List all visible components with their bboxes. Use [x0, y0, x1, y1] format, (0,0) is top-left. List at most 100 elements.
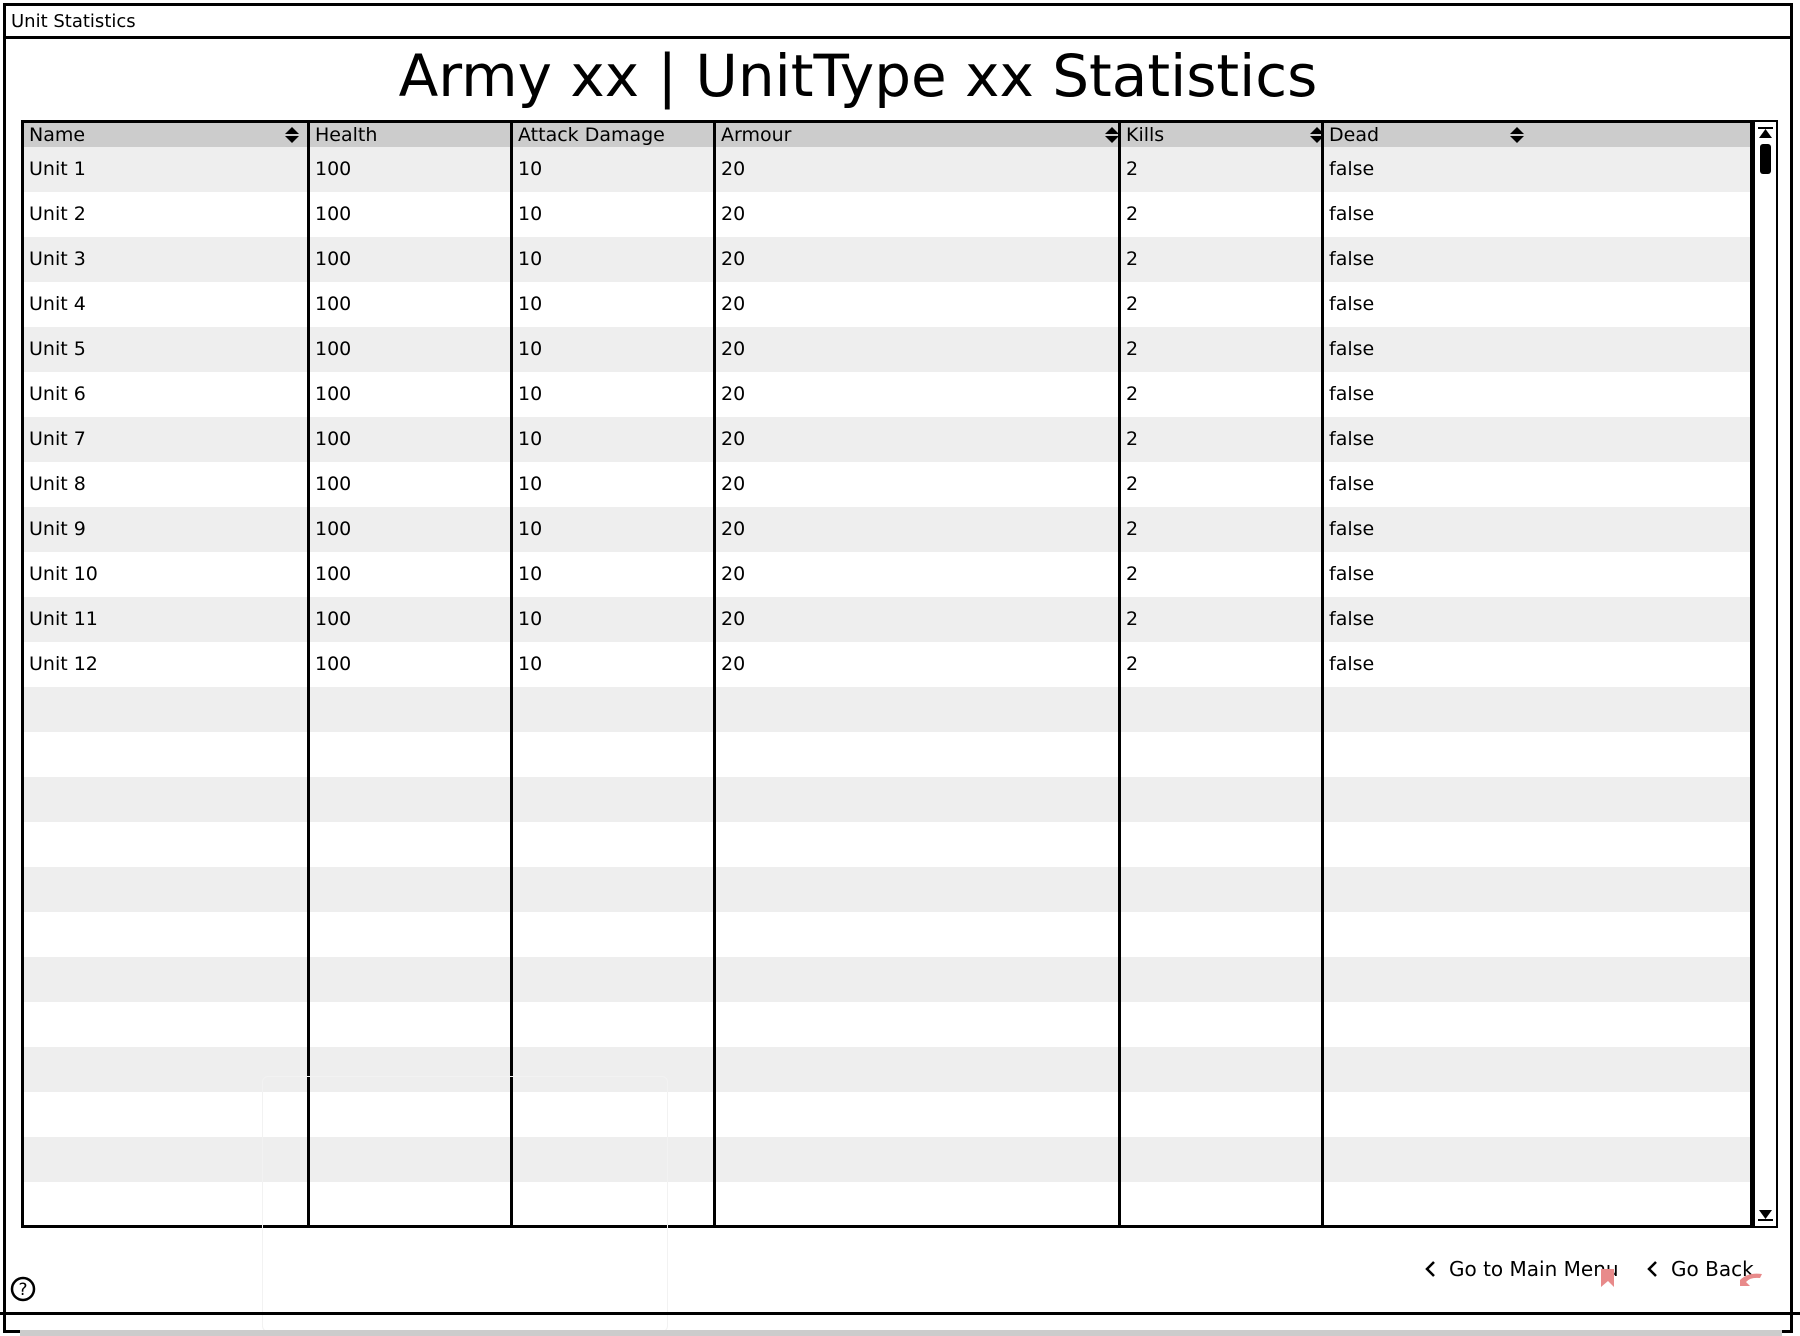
sort-updown-icon[interactable]	[1309, 126, 1325, 144]
cell-dead: false	[1329, 338, 1375, 360]
column-header-attack-damage: Attack Damage	[513, 123, 716, 147]
cell-health: 100	[315, 473, 352, 495]
cell-name: Unit 2	[29, 203, 86, 225]
cell-health: 100	[315, 608, 352, 630]
column-header-dead[interactable]: Dead	[1324, 123, 1750, 147]
empty-table-row	[24, 957, 1750, 1002]
cell-health: 100	[315, 248, 352, 270]
cell-dead: false	[1329, 563, 1375, 585]
cell-attack-damage: 10	[518, 563, 543, 585]
unit-stats-table: Name Health Attack Damage Armour Kills Dead U…	[21, 120, 1753, 1228]
cell-name: Unit 3	[29, 248, 86, 270]
cell-name: Unit 10	[29, 563, 98, 585]
cell-kills: 2	[1126, 338, 1139, 360]
cell-armour: 20	[721, 473, 746, 495]
table-row[interactable]: Unit 10 100 10 20 2 false	[24, 552, 1750, 597]
cell-kills: 2	[1126, 383, 1139, 405]
table-row[interactable]: Unit 1 100 10 20 2 false	[24, 147, 1750, 192]
table-row[interactable]: Unit 8 100 10 20 2 false	[24, 462, 1750, 507]
column-divider	[1118, 123, 1121, 1225]
column-header-armour[interactable]: Armour	[716, 123, 1121, 147]
chevron-left-icon	[1425, 1261, 1435, 1277]
cell-name: Unit 8	[29, 473, 86, 495]
cell-health: 100	[315, 563, 352, 585]
cell-name: Unit 9	[29, 518, 86, 540]
cell-dead: false	[1329, 383, 1375, 405]
table-row[interactable]: Unit 3 100 10 20 2 false	[24, 237, 1750, 282]
cell-kills: 2	[1126, 653, 1139, 675]
cell-armour: 20	[721, 383, 746, 405]
title-bar: Unit Statistics	[6, 6, 1790, 39]
cell-health: 100	[315, 293, 352, 315]
cell-armour: 20	[721, 293, 746, 315]
cell-armour: 20	[721, 248, 746, 270]
back-arrow-icon	[1740, 1273, 1762, 1286]
go-to-main-menu-button[interactable]: Go to Main Menu	[1423, 1254, 1619, 1284]
page-title: Army xx | UnitType xx Statistics	[398, 42, 1318, 110]
ghost-panel	[262, 1076, 668, 1332]
column-divider	[307, 123, 310, 1225]
cell-kills: 2	[1126, 473, 1139, 495]
table-row[interactable]: Unit 4 100 10 20 2 false	[24, 282, 1750, 327]
cell-armour: 20	[721, 653, 746, 675]
cell-armour: 20	[721, 428, 746, 450]
scroll-down-icon[interactable]	[1758, 1208, 1773, 1222]
cell-kills: 2	[1126, 158, 1139, 180]
column-header-kills[interactable]: Kills	[1121, 123, 1324, 147]
table-row[interactable]: Unit 11 100 10 20 2 false	[24, 597, 1750, 642]
cell-attack-damage: 10	[518, 293, 543, 315]
cell-armour: 20	[721, 158, 746, 180]
table-row[interactable]: Unit 2 100 10 20 2 false	[24, 192, 1750, 237]
cell-kills: 2	[1126, 428, 1139, 450]
cell-dead: false	[1329, 248, 1375, 270]
cell-dead: false	[1329, 473, 1375, 495]
cell-dead: false	[1329, 428, 1375, 450]
column-header-name[interactable]: Name	[24, 123, 310, 147]
table-row[interactable]: Unit 5 100 10 20 2 false	[24, 327, 1750, 372]
app-window: Unit Statistics	[3, 3, 1793, 1333]
window-title: Unit Statistics	[11, 11, 136, 32]
cell-health: 100	[315, 428, 352, 450]
vertical-scrollbar[interactable]	[1753, 120, 1778, 1228]
sort-updown-icon[interactable]	[1104, 126, 1120, 144]
column-header-label: Armour	[721, 124, 792, 146]
scroll-up-icon[interactable]	[1758, 126, 1773, 140]
sort-updown-icon[interactable]	[284, 126, 300, 144]
table-row[interactable]: Unit 9 100 10 20 2 false	[24, 507, 1750, 552]
go-back-button[interactable]: Go Back	[1645, 1254, 1754, 1284]
cell-dead: false	[1329, 293, 1375, 315]
cell-name: Unit 4	[29, 293, 86, 315]
cell-kills: 2	[1126, 293, 1139, 315]
cell-dead: false	[1329, 653, 1375, 675]
column-header-label: Name	[29, 124, 86, 146]
table-row[interactable]: Unit 12 100 10 20 2 false	[24, 642, 1750, 687]
column-header-label: Kills	[1126, 124, 1165, 146]
cell-name: Unit 5	[29, 338, 86, 360]
column-divider	[713, 123, 716, 1225]
cell-kills: 2	[1126, 518, 1139, 540]
cell-health: 100	[315, 653, 352, 675]
table-header: Name Health Attack Damage Armour Kills Dead	[24, 123, 1750, 147]
cell-health: 100	[315, 203, 352, 225]
scroll-thumb[interactable]	[1760, 144, 1771, 174]
cell-name: Unit 11	[29, 608, 98, 630]
column-header-label: Attack Damage	[518, 124, 665, 146]
cell-attack-damage: 10	[518, 203, 543, 225]
cell-attack-damage: 10	[518, 158, 543, 180]
empty-table-row	[24, 867, 1750, 912]
column-divider	[510, 123, 513, 1225]
cell-attack-damage: 10	[518, 383, 543, 405]
cell-armour: 20	[721, 563, 746, 585]
cell-kills: 2	[1126, 563, 1139, 585]
table-row[interactable]: Unit 6 100 10 20 2 false	[24, 372, 1750, 417]
bottom-divider	[0, 1312, 1800, 1315]
cell-name: Unit 7	[29, 428, 86, 450]
cell-health: 100	[315, 518, 352, 540]
help-icon[interactable]: ?	[10, 1276, 36, 1302]
cell-armour: 20	[721, 203, 746, 225]
table-row[interactable]: Unit 7 100 10 20 2 false	[24, 417, 1750, 462]
chevron-left-icon	[1647, 1261, 1657, 1277]
main-menu-label: Go to Main Menu	[1449, 1257, 1619, 1281]
sort-updown-icon[interactable]	[1509, 126, 1525, 144]
column-header-label: Dead	[1329, 124, 1380, 146]
